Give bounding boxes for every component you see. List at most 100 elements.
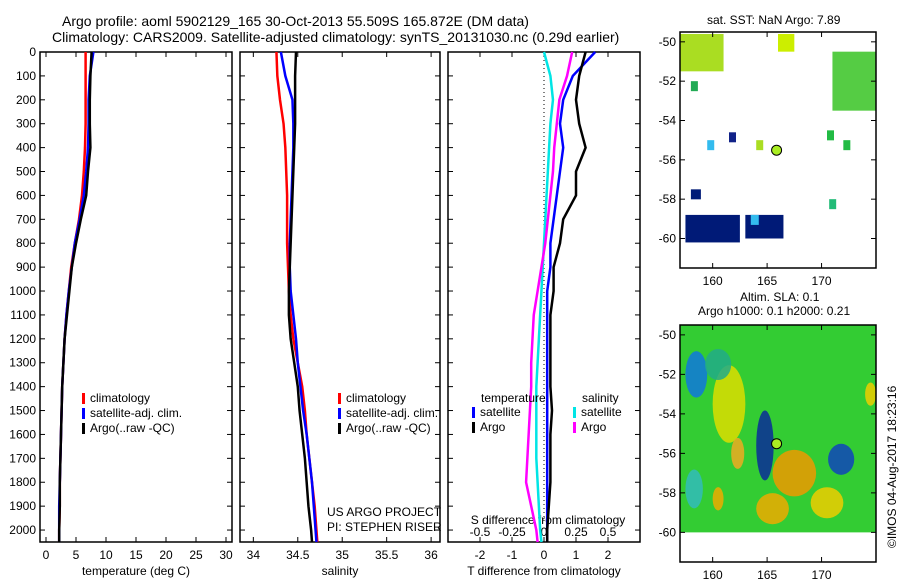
x-tick-label: 5	[73, 548, 80, 562]
temperature-legend-swatch	[82, 423, 85, 434]
temperature-legend-swatch	[82, 393, 85, 404]
title-line-1: Argo profile: aoml 5902129_165 30-Oct-20…	[62, 13, 529, 29]
sla_map-field	[680, 325, 877, 533]
y-tick-label: 1300	[9, 356, 36, 370]
sst-pixel	[729, 132, 736, 143]
y-tick-label: 900	[16, 260, 36, 274]
x2-tick-label: 0.5	[600, 525, 617, 539]
sla-anomaly-blob	[772, 449, 817, 497]
salinity-legend-swatch	[338, 393, 341, 404]
y-tick-label: 1600	[9, 427, 36, 441]
x2-tick-label: 0.25	[564, 525, 588, 539]
salinity-legend-label: Argo(..raw -QC)	[346, 421, 431, 435]
pi-annotation: PI: STEPHEN RISER	[327, 520, 442, 534]
y-tick-label: 1000	[9, 284, 36, 298]
x-tick-label: -1	[507, 548, 518, 562]
y-tick-label: 1800	[9, 475, 36, 489]
t-diff-legend-swatch	[472, 422, 475, 433]
s-diff-legend-label: satellite	[581, 405, 622, 419]
sst-pixel	[827, 130, 834, 141]
sla-anomaly-blob	[705, 348, 732, 381]
t-diff-legend-label: Argo	[480, 420, 506, 434]
argo-float-marker	[771, 144, 783, 156]
temperature-legend-title: temperature	[481, 391, 546, 405]
x-tick-label: 30	[219, 548, 233, 562]
y-tick-label: 1100	[10, 308, 36, 322]
x-tick-label: 35.5	[375, 548, 399, 562]
argo-float-marker	[771, 438, 783, 450]
map-x-tick-label: 170	[812, 568, 832, 580]
y-tick-label: 600	[16, 188, 36, 202]
plot-frame-salinity	[239, 51, 441, 543]
y-tick-label: 0	[29, 45, 36, 59]
y-tick-label: 700	[16, 212, 36, 226]
map-y-tick-label: -56	[659, 153, 677, 167]
sst-patch	[680, 33, 724, 72]
sla-anomaly-blob	[712, 365, 746, 443]
t-argo-diff-line	[545, 51, 587, 542]
x-axis-label: salinity	[322, 564, 359, 578]
temperature-legend-label: climatology	[90, 391, 150, 405]
t-diff-legend-label: satellite	[480, 405, 521, 419]
x-axis-label: temperature (deg C)	[82, 564, 190, 578]
y-tick-label: 2000	[9, 523, 36, 537]
map-x-tick-label: 165	[757, 568, 777, 580]
sst-pixel	[690, 81, 698, 92]
salinity-legend-swatch	[338, 423, 341, 434]
map-x-tick-label: 160	[703, 274, 723, 288]
sla-anomaly-blob	[756, 493, 789, 525]
sst-pixel	[707, 140, 715, 151]
temperature-legend-label: Argo(..raw -QC)	[90, 421, 175, 435]
x-tick-label: 15	[129, 548, 143, 562]
sla-anomaly-blob	[865, 382, 877, 406]
sla-anomaly-blob	[685, 351, 708, 398]
sla-map-subtitle: Argo h1000: 0.1 h2000: 0.21	[698, 304, 851, 318]
x-tick-label: -2	[475, 548, 486, 562]
map-y-tick-label: -56	[659, 446, 677, 460]
temperature-legend-swatch	[82, 408, 85, 419]
x-tick-label: 35	[336, 548, 350, 562]
sla-map-title: Altim. SLA: 0.1	[740, 290, 820, 304]
salinity-legend-label: satellite-adj. clim.	[346, 406, 438, 420]
salinity-legend-title: salinity	[582, 391, 619, 405]
x-tick-label: 2	[605, 548, 612, 562]
y-tick-label: 800	[16, 236, 36, 250]
sla-anomaly-blob	[712, 487, 724, 511]
y-tick-label: 300	[16, 117, 36, 131]
x-tick-label: 25	[189, 548, 203, 562]
s-satellite-diff-line	[535, 51, 555, 543]
sst-pixel	[829, 199, 837, 210]
y-tick-label: 1400	[9, 380, 36, 394]
x-tick-label: 34.5	[286, 548, 310, 562]
sla_map-frame	[679, 324, 877, 563]
map-y-tick-label: -58	[659, 486, 677, 500]
temperature-legend-label: satellite-adj. clim.	[90, 406, 182, 420]
x-tick-label: 1	[573, 548, 580, 562]
sst-pixel	[843, 140, 851, 151]
sst-pixel	[750, 214, 759, 225]
s-argo-diff-line	[524, 51, 574, 543]
s-diff-legend-swatch	[573, 407, 576, 418]
y-tick-label: 400	[16, 141, 36, 155]
y-tick-label: 200	[16, 93, 36, 107]
sla-anomaly-blob	[810, 487, 844, 519]
title-line-2: Climatology: CARS2009. Satellite-adjuste…	[52, 29, 620, 45]
x-tick-label: 10	[99, 548, 113, 562]
sla-anomaly-blob	[828, 443, 855, 475]
map-x-tick-label: 165	[757, 274, 777, 288]
salinity-legend-label: climatology	[346, 391, 406, 405]
map-x-tick-label: 160	[703, 568, 723, 580]
y-tick-label: 1200	[9, 332, 36, 346]
sst-patch	[778, 33, 795, 52]
sst-pixel	[756, 140, 764, 151]
x-tick-label: 34	[247, 548, 261, 562]
salinity-line-1	[279, 51, 318, 543]
x2-tick-label: -0.5	[470, 525, 491, 539]
temperature-line-0	[57, 52, 87, 542]
sst-pixel-cluster	[685, 214, 740, 243]
sst_map-field	[680, 33, 876, 243]
y-tick-label: 1500	[9, 404, 36, 418]
sla-anomaly-blob	[756, 410, 774, 481]
